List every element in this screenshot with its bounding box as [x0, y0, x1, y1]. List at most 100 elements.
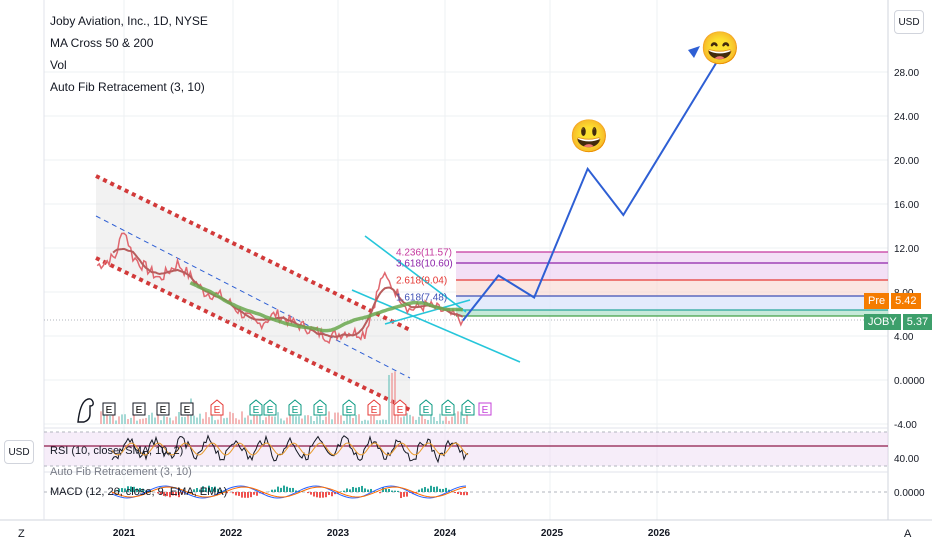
auto-scale-button[interactable]: A — [904, 528, 912, 540]
svg-text:E: E — [465, 405, 472, 416]
macd-bar — [400, 492, 402, 499]
fib-level-label: 3.618(10.60) — [396, 258, 453, 269]
volume-bar — [457, 411, 459, 424]
macd-bar — [181, 492, 183, 495]
earnings-marker: E — [478, 402, 492, 416]
svg-text:E: E — [106, 405, 113, 416]
macd-bar — [175, 492, 177, 496]
macd-bar — [118, 488, 120, 492]
macd-bar — [280, 487, 282, 492]
volume-bar — [112, 412, 114, 424]
svg-text:E: E — [267, 405, 274, 416]
macd-bar — [337, 492, 339, 494]
indicator-auto-fib[interactable]: Auto Fib Retracement (3, 10) — [50, 80, 205, 94]
volume-bar — [199, 413, 201, 424]
macd-bar — [241, 492, 243, 498]
macd-bar — [133, 486, 135, 492]
macd-pane-label[interactable]: MACD (12, 26, close, 9, EMA, EMA) — [50, 486, 228, 498]
macd-bar — [214, 486, 216, 492]
indicator-volume[interactable]: Vol — [50, 58, 67, 72]
volume-bar — [331, 419, 333, 424]
volume-bar — [211, 412, 213, 424]
macd-bar — [361, 485, 363, 492]
macd-bar — [313, 492, 315, 497]
volume-bar — [163, 416, 165, 424]
svg-text:E: E — [371, 405, 378, 416]
autofib-pane-label[interactable]: Auto Fib Retracement (3, 10) — [50, 466, 192, 478]
macd-bar — [466, 492, 468, 496]
svg-text:E: E — [346, 405, 353, 416]
earnings-marker: E — [102, 402, 116, 416]
volume-bar — [193, 415, 195, 424]
volume-bar — [403, 416, 405, 424]
macd-bar — [274, 489, 276, 492]
fib-level-label: 4.236(11.57) — [396, 248, 452, 259]
projection-arrowhead — [688, 46, 700, 58]
macd-histogram — [112, 485, 468, 499]
macd-bar — [349, 489, 351, 492]
earnings-marker: E — [180, 402, 194, 416]
volume-bar — [376, 420, 378, 424]
volume-bar — [466, 411, 468, 424]
macd-bar — [295, 490, 297, 492]
volume-bar — [355, 415, 357, 424]
volume-bar — [157, 412, 159, 424]
volume-bar — [220, 415, 222, 424]
macd-bar — [277, 486, 279, 492]
rsi-pane-label[interactable]: RSI (10, close, SMA, 10, 2) — [50, 445, 184, 457]
x-tick-label: 2026 — [648, 528, 671, 539]
macd-bar — [439, 488, 441, 492]
volume-bar — [202, 418, 204, 424]
macd-bar — [232, 492, 234, 494]
macd-bar — [433, 486, 435, 492]
fib-zone-blue — [456, 296, 888, 310]
volume-bars — [100, 371, 468, 424]
macd-bar — [352, 487, 354, 492]
dinosaur-icon — [77, 398, 94, 423]
fib-zone-peach — [456, 280, 888, 296]
macd-bar — [310, 492, 312, 495]
macd-bar — [178, 492, 180, 498]
svg-text:E: E — [160, 405, 167, 416]
indicator-ma-cross[interactable]: MA Cross 50 & 200 — [50, 36, 154, 50]
macd-bar — [226, 492, 228, 494]
x-tick-label: 2023 — [327, 528, 350, 539]
macd-bar — [148, 490, 150, 492]
volume-bar — [166, 416, 168, 424]
volume-bar — [397, 412, 399, 424]
grinning-face-icon: 😄 — [700, 30, 740, 66]
volume-bar — [223, 418, 225, 424]
volume-bar — [118, 416, 120, 424]
macd-bar — [379, 492, 381, 494]
macd-bar — [331, 492, 333, 497]
macd-bar — [199, 489, 201, 492]
zoom-button[interactable]: Z — [18, 528, 25, 540]
currency-button[interactable]: USD — [894, 10, 924, 34]
volume-bar — [433, 417, 435, 424]
volume-bar — [280, 418, 282, 424]
macd-bar — [427, 488, 429, 492]
volume-bar — [334, 412, 336, 424]
symbol-title[interactable]: Joby Aviation, Inc., 1D, NYSE — [50, 14, 208, 28]
macd-bar — [463, 492, 465, 496]
channel-upper — [95, 174, 411, 332]
svg-text:E: E — [214, 405, 221, 416]
volume-bar — [241, 411, 243, 424]
y-tick-label: 0.0000 — [894, 376, 925, 387]
volume-bar — [265, 417, 267, 424]
svg-text:E: E — [292, 405, 299, 416]
volume-bar — [268, 413, 270, 424]
volume-bar — [424, 418, 426, 424]
macd-bar — [124, 488, 126, 492]
volume-bar — [310, 416, 312, 424]
macd-bar — [424, 487, 426, 492]
fib-zone-pink — [456, 252, 888, 280]
currency-button-left[interactable]: USD — [4, 440, 34, 464]
volume-bar — [430, 413, 432, 424]
macd-bar — [406, 492, 408, 497]
macd-bar — [325, 492, 327, 498]
volume-bar — [463, 417, 465, 424]
macd-bar — [445, 487, 447, 492]
volume-bar — [418, 416, 420, 424]
